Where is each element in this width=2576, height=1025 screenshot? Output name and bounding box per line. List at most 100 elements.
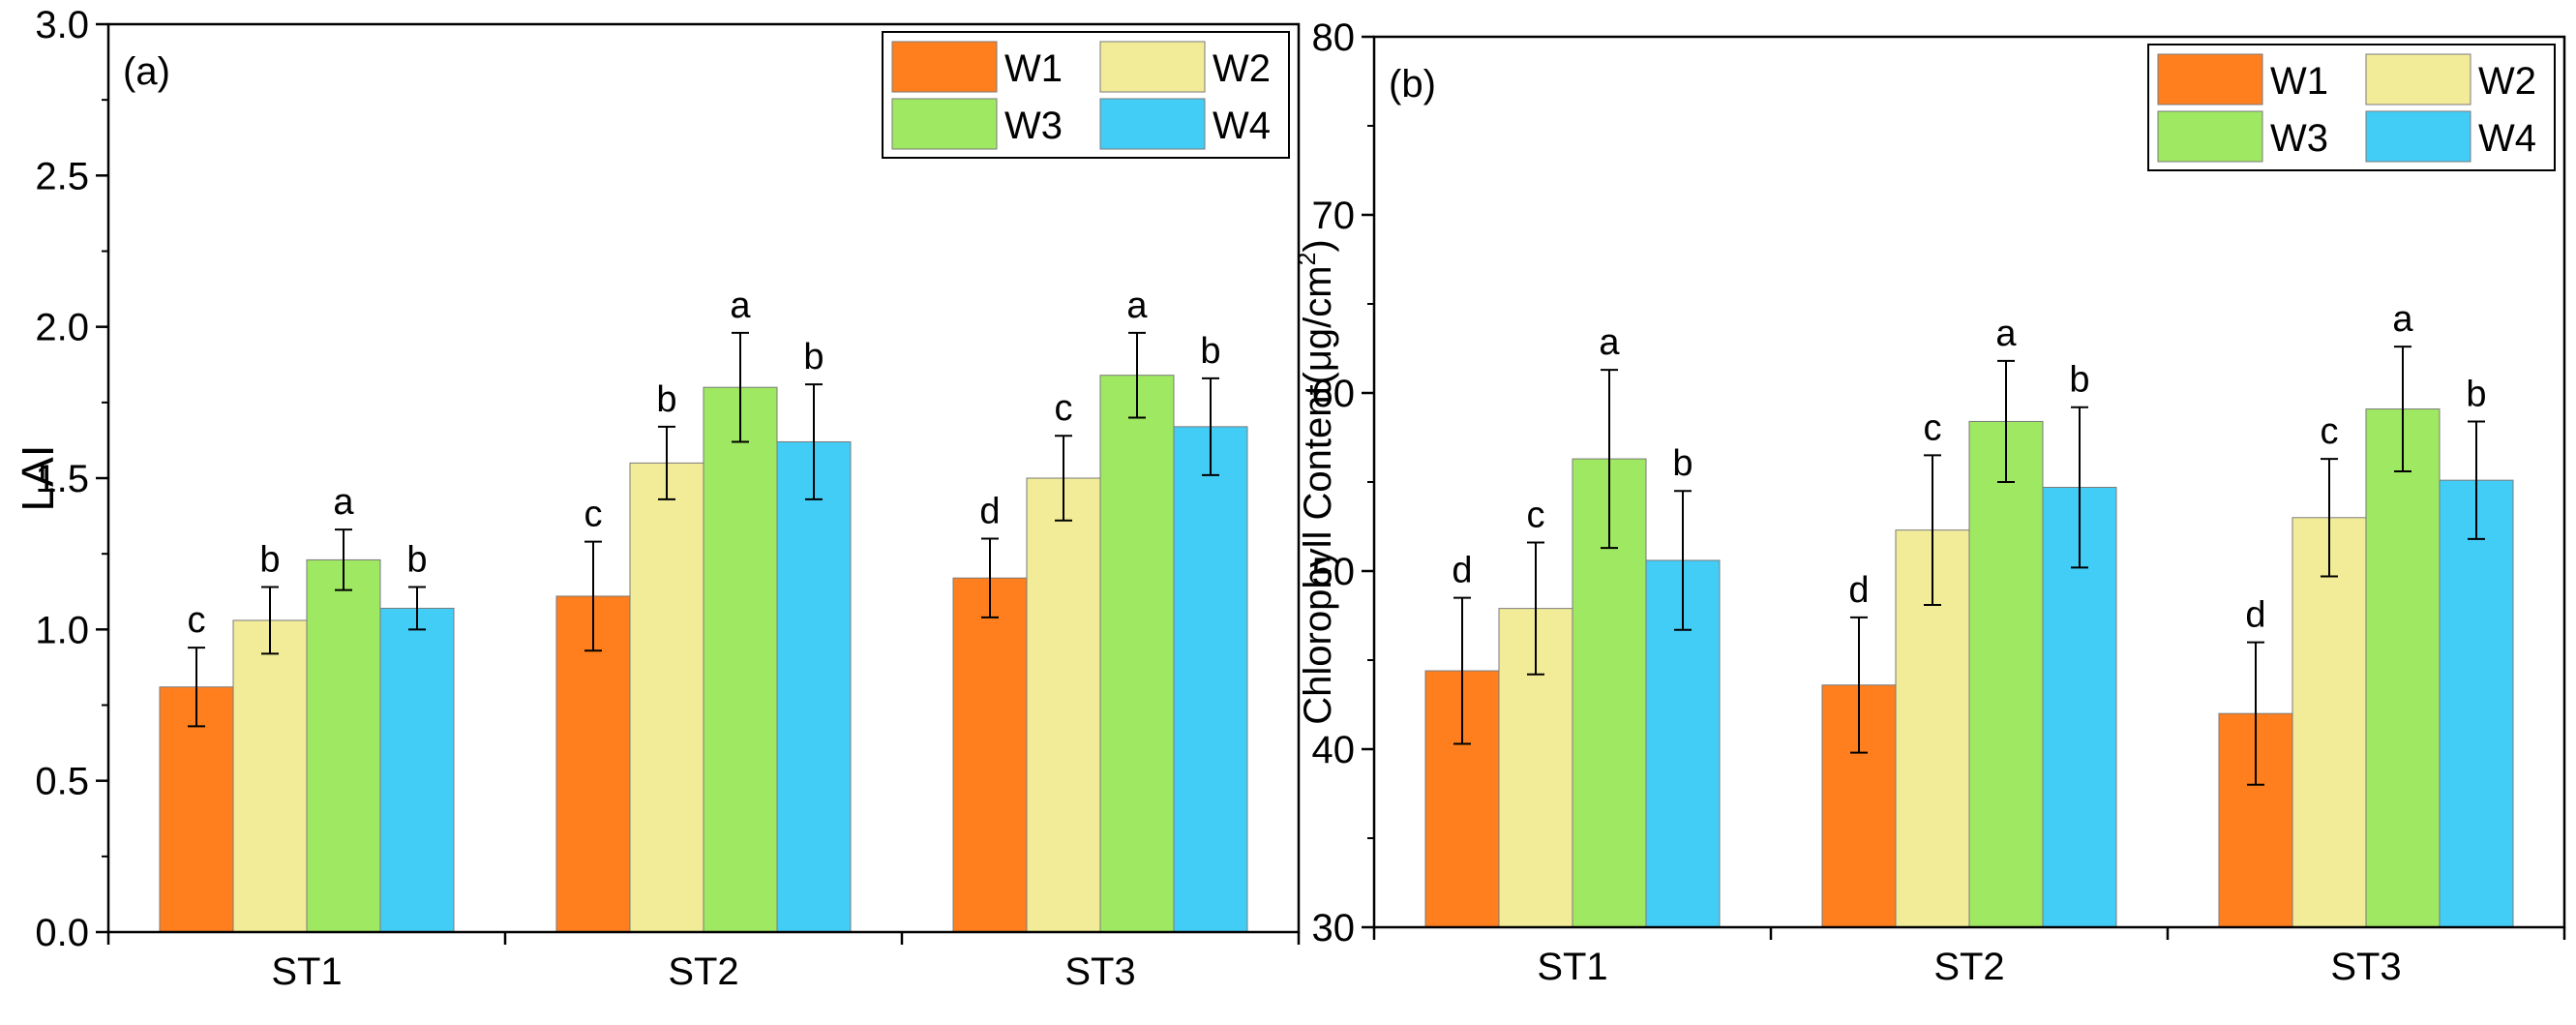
bar-w3-st3 — [2365, 408, 2441, 928]
significance-letter: d — [979, 492, 1000, 532]
legend-swatch-w2 — [2365, 53, 2471, 106]
legend-label-w1: W1 — [2270, 60, 2328, 103]
y-axis-label-text: LAI — [13, 444, 63, 511]
error-bar-w1-st2 — [584, 540, 602, 652]
error-bar-w3-st1 — [335, 528, 352, 591]
error-bar-w3-st2 — [732, 331, 749, 443]
significance-letter: a — [2392, 299, 2413, 340]
x-tick-label: ST2 — [668, 950, 738, 993]
legend-swatch-w4 — [1099, 98, 1206, 150]
bar-w1-st2 — [555, 595, 631, 933]
significance-letter: b — [656, 379, 676, 420]
bar-w4-st3 — [1173, 426, 1248, 933]
error-bar-w4-st2 — [805, 383, 823, 500]
significance-letter: a — [1126, 286, 1148, 326]
legend-label-w3: W3 — [2270, 117, 2328, 160]
significance-letter: b — [406, 540, 427, 581]
significance-letter: b — [803, 337, 824, 377]
significance-letter: d — [2245, 595, 2265, 636]
error-bar-w1-st1 — [1453, 596, 1471, 745]
x-tick-label: ST1 — [271, 950, 342, 993]
bar-w1-st1 — [159, 686, 234, 933]
error-bar-w4-st1 — [408, 586, 426, 631]
significance-letter: d — [1452, 551, 1472, 591]
significance-letter: c — [1924, 407, 1942, 448]
bar-w1-st3 — [952, 577, 1028, 933]
y-tick-label: 60 — [1312, 373, 1356, 415]
bar-w2-st2 — [629, 462, 704, 933]
error-bar-w3-st1 — [1601, 369, 1618, 550]
legend-swatch-w2 — [1099, 41, 1206, 93]
legend: W1 W2 W3 W4 — [882, 31, 1290, 159]
legend-label-w4: W4 — [1213, 105, 1271, 147]
significance-letter: a — [1599, 322, 1620, 363]
y-axis-label-text: Chlorophyll Content(μg/cm — [1297, 265, 1339, 724]
y-tick-label: 40 — [1312, 729, 1356, 771]
y-tick-label: 0.5 — [35, 761, 89, 803]
significance-letter: c — [2321, 411, 2339, 452]
legend-label-w3: W3 — [1004, 105, 1063, 147]
y-tick-label: 1.0 — [35, 609, 89, 651]
x-tick-label: ST3 — [1064, 950, 1135, 993]
chart-panel-1: c b a b c b a b d c a b 0.0 0.5 1.0 1.5 2.0 2.5 3.0 ST1 ST2 S… — [13, 4, 1301, 993]
significance-letter: c — [1055, 388, 1073, 429]
y-tick-label: 2.5 — [35, 155, 89, 197]
error-bar-w2-st1 — [261, 586, 279, 655]
y-tick-label: 0.0 — [35, 912, 89, 954]
chart-panel-2: d c a b d c a b d c a b 30 40 50 60 70 80 ST1 ST2 ST3 Chlorop… — [1295, 16, 2566, 988]
bar-w4-st1 — [379, 607, 455, 933]
error-bar-w2-st1 — [1527, 541, 1544, 676]
y-tick-label: 50 — [1312, 551, 1356, 593]
error-bar-w2-st2 — [658, 425, 675, 500]
legend-swatch-w1 — [891, 41, 998, 93]
significance-letter: a — [730, 286, 751, 326]
panel-label: (a) — [123, 50, 170, 93]
bar-w3-st2 — [703, 386, 778, 933]
error-bar-w1-st3 — [981, 537, 999, 618]
x-tick-label: ST1 — [1537, 946, 1607, 988]
error-bar-w2-st3 — [1055, 435, 1072, 522]
y-tick-label: 30 — [1312, 907, 1356, 950]
significance-letter: b — [2466, 374, 2486, 414]
y-tick-label: 1.5 — [35, 458, 89, 500]
error-bar-w4-st1 — [1674, 490, 1692, 631]
bar-w2-st3 — [2291, 517, 2367, 928]
significance-letter: c — [584, 495, 603, 535]
error-bar-w3-st2 — [1997, 359, 2015, 483]
x-tick-label: ST2 — [1933, 946, 2004, 988]
x-tick-label: ST3 — [2330, 946, 2401, 988]
significance-letter: c — [188, 600, 206, 641]
significance-letter: d — [1848, 570, 1869, 611]
bar-w2-st3 — [1026, 477, 1101, 933]
y-tick-label: 80 — [1312, 16, 1356, 59]
legend-label-w1: W1 — [1004, 47, 1063, 90]
legend-swatch-w3 — [891, 98, 998, 150]
y-tick-label: 2.0 — [35, 307, 89, 349]
panel-label: (b) — [1389, 63, 1436, 106]
y-tick-label: 3.0 — [35, 4, 89, 46]
bar-w3-st1 — [306, 558, 381, 933]
legend: W1 W2 W3 W4 — [2147, 44, 2556, 171]
legend-label-w2: W2 — [1213, 47, 1271, 90]
significance-letter: a — [1995, 314, 2017, 354]
legend-swatch-w4 — [2365, 110, 2471, 163]
significance-letter: b — [1200, 331, 1220, 372]
significance-letter: a — [333, 482, 354, 523]
error-bar-w4-st3 — [2468, 420, 2485, 540]
error-bar-w4-st3 — [1202, 377, 1219, 476]
legend-swatch-w1 — [2157, 53, 2263, 106]
error-bar-w3-st3 — [1128, 331, 1146, 419]
error-bar-w1-st2 — [1850, 616, 1868, 754]
significance-letter: b — [2069, 360, 2089, 401]
bar-w2-st1 — [232, 619, 308, 933]
y-tick-label: 70 — [1312, 195, 1356, 237]
y-axis-label-suffix: ) — [1297, 239, 1339, 252]
error-bar-w1-st3 — [2247, 641, 2264, 786]
y-axis-label-superscript: 2 — [1295, 253, 1321, 266]
bar-w4-st2 — [776, 440, 852, 933]
error-bar-w2-st2 — [1924, 454, 1941, 606]
significance-letter: b — [259, 540, 280, 581]
error-bar-w3-st3 — [2394, 346, 2411, 472]
